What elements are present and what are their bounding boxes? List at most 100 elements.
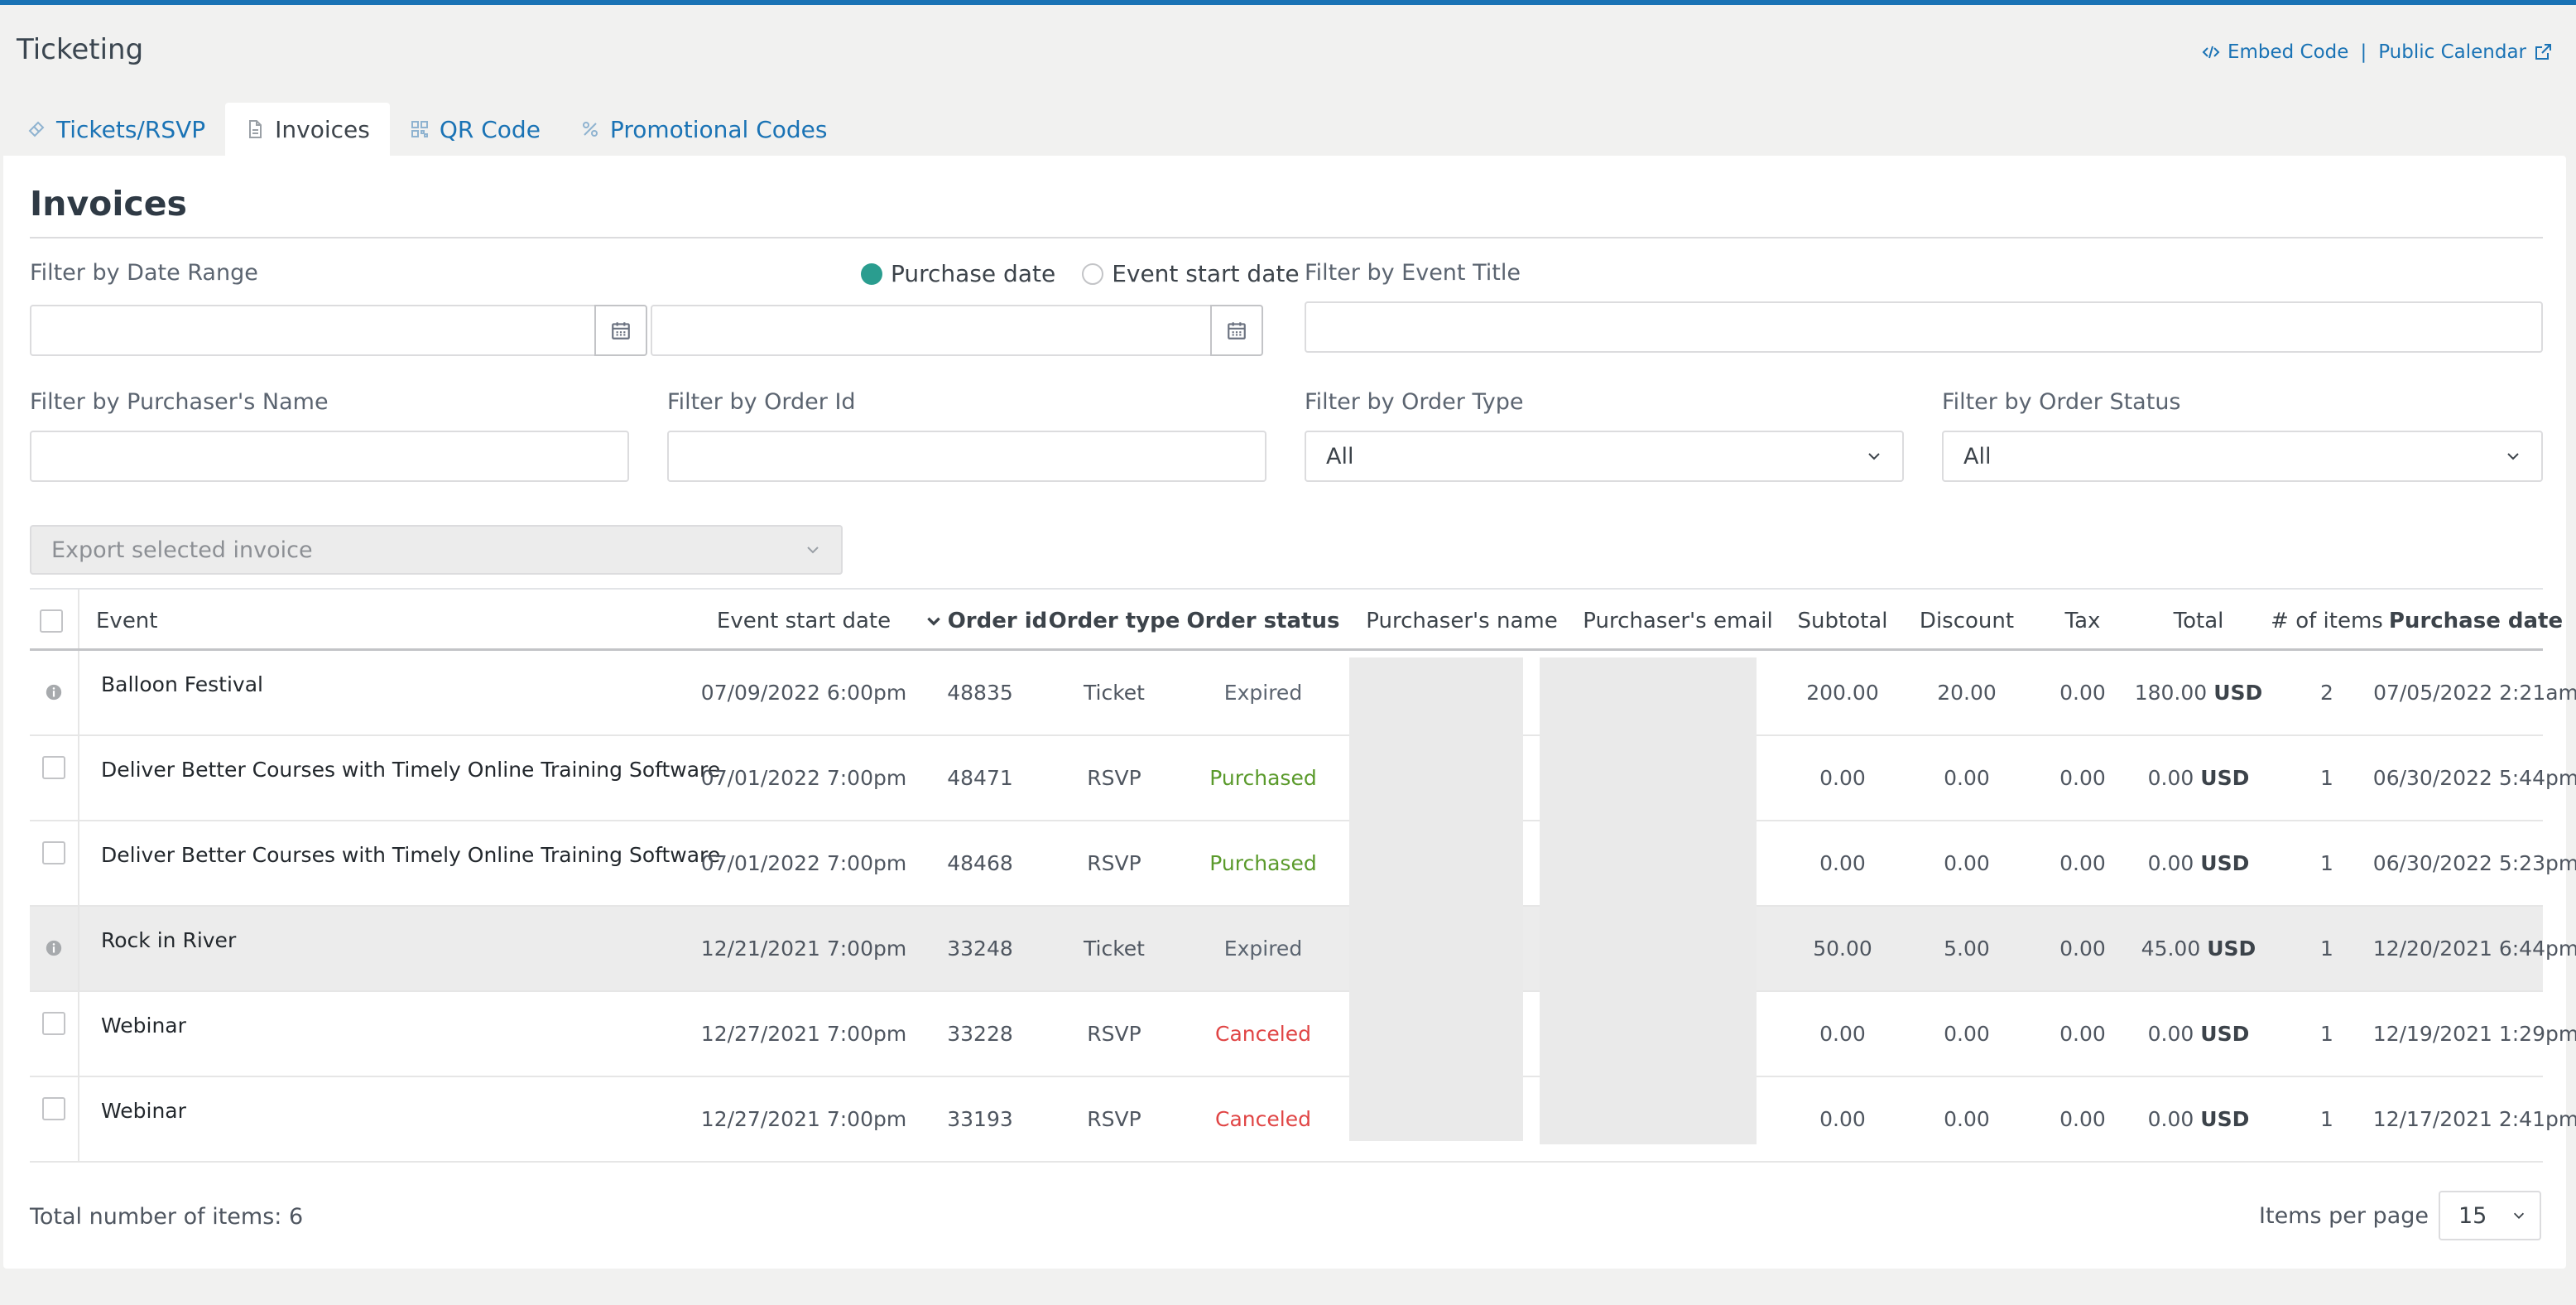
date-to-input[interactable]: [651, 305, 1217, 356]
col-event-start-date[interactable]: Event start date: [716, 609, 892, 633]
tax: 0.00: [2059, 765, 2106, 790]
date-from-input[interactable]: [30, 305, 596, 356]
tab-label: Tickets/RSVP: [56, 115, 206, 143]
link-separator: |: [2360, 41, 2367, 63]
export-label: Export selected invoice: [51, 537, 313, 563]
select-all-checkbox[interactable]: [40, 609, 63, 633]
redacted-purchaser-emails: [1540, 657, 1757, 1144]
row-checkbox[interactable]: [42, 756, 65, 779]
event-name[interactable]: Webinar: [101, 1098, 186, 1123]
chevron-down-icon: [2513, 1212, 2525, 1219]
tax: 0.00: [2059, 936, 2106, 961]
order-status: Canceled: [1215, 1106, 1311, 1131]
event-name[interactable]: Deliver Better Courses with Timely Onlin…: [101, 842, 721, 867]
table-row[interactable]: Rock in River 12/21/2021 7:00pm 33248 Ticke…: [30, 907, 2576, 992]
discount: 0.00: [1944, 765, 1990, 790]
table-row[interactable]: Webinar 12/27/2021 7:00pm 33193 RSVP Cancele…: [30, 1077, 2576, 1163]
event-name[interactable]: Deliver Better Courses with Timely Onlin…: [101, 757, 721, 782]
items-per-page-select[interactable]: 15: [2439, 1191, 2541, 1240]
order-id: 48835: [947, 680, 1013, 705]
info-icon: [46, 684, 62, 701]
percent-icon: [582, 122, 598, 137]
pagination-controls: Items per page 15: [2259, 1191, 2541, 1240]
col-event[interactable]: Event: [96, 609, 158, 633]
column-divider: [78, 1077, 79, 1161]
select-all-cell: [40, 590, 63, 652]
qr-icon: [411, 121, 428, 137]
table-row[interactable]: Deliver Better Courses with Timely Onlin…: [30, 821, 2576, 907]
row-checkbox[interactable]: [42, 1012, 65, 1035]
radio-unselected-icon: [1082, 262, 1104, 285]
col-purchaser-name[interactable]: Purchaser's name: [1366, 609, 1558, 633]
table-body: Balloon Festival 07/09/2022 6:00pm 48835 Ti…: [30, 651, 2576, 1163]
column-divider: [78, 736, 79, 820]
column-divider: [78, 907, 79, 990]
table-row[interactable]: Webinar 12/27/2021 7:00pm 33228 RSVP Cancele…: [30, 992, 2576, 1077]
table-row[interactable]: Balloon Festival 07/09/2022 6:00pm 48835 Ti…: [30, 651, 2576, 736]
info-icon: [46, 940, 62, 956]
embed-code-link[interactable]: Embed Code: [2201, 41, 2348, 63]
table-header: Event Event start date Order id Order ty…: [30, 588, 2563, 652]
col-subtotal[interactable]: Subtotal: [1797, 609, 1888, 633]
event-start-date: 07/01/2022 7:00pm: [700, 850, 907, 875]
order-status: Expired: [1223, 936, 1303, 961]
col-discount[interactable]: Discount: [1919, 609, 2015, 633]
col-purchase-date[interactable]: Purchase date: [2388, 609, 2564, 633]
subtotal: 0.00: [1819, 850, 1866, 875]
event-start-date-radio[interactable]: Event start date: [1082, 260, 1300, 287]
discount: 20.00: [1937, 680, 1997, 705]
event-start-date: 12/21/2021 7:00pm: [700, 936, 907, 961]
total-amount: 0.00: [2147, 1021, 2194, 1046]
col-total[interactable]: Total: [2173, 609, 2224, 633]
subtotal: 0.00: [1819, 765, 1866, 790]
order-id: 33193: [947, 1106, 1013, 1131]
date-to-calendar-button[interactable]: [1210, 305, 1263, 356]
order-id-input[interactable]: [667, 431, 1266, 482]
event-name[interactable]: Balloon Festival: [101, 672, 263, 696]
order-id: 33228: [947, 1021, 1013, 1046]
order-type: Ticket: [1084, 680, 1145, 705]
tab-tickets-rsvp[interactable]: Tickets/RSVP: [7, 103, 225, 156]
col-order-status[interactable]: Order status: [1186, 609, 1340, 633]
radio-label: Purchase date: [891, 260, 1056, 287]
tab-qr-code[interactable]: QR Code: [390, 103, 560, 156]
total-amount: 0.00: [2147, 850, 2194, 875]
item-count: 2: [2320, 680, 2333, 705]
row-checkbox[interactable]: [42, 1097, 65, 1120]
order-status: Expired: [1223, 680, 1303, 705]
purchaser-name-label: Filter by Purchaser's Name: [30, 389, 329, 415]
tab-label: QR Code: [439, 115, 541, 143]
order-type-select[interactable]: All: [1305, 431, 1904, 482]
date-from-calendar-button[interactable]: [594, 305, 647, 356]
currency: USD: [2200, 765, 2250, 790]
col-order-id[interactable]: Order id: [891, 590, 1081, 652]
col-purchaser-email[interactable]: Purchaser's email: [1583, 609, 1773, 633]
public-calendar-link[interactable]: Public Calendar: [2378, 41, 2553, 63]
top-links: Embed Code | Public Calendar: [2201, 41, 2553, 63]
export-invoice-select[interactable]: Export selected invoice: [30, 525, 843, 575]
row-checkbox[interactable]: [42, 841, 65, 864]
invoices-heading: Invoices: [30, 184, 187, 224]
tab-invoices[interactable]: Invoices: [225, 103, 390, 156]
purchase-date: 12/17/2021 2:41pm: [2372, 1106, 2576, 1131]
col-items[interactable]: # of items: [2271, 609, 2383, 633]
tab-bar: Tickets/RSVP Invoices QR Code Promotiona…: [7, 103, 848, 156]
order-type: RSVP: [1087, 1106, 1141, 1131]
order-status-select[interactable]: All: [1942, 431, 2543, 482]
item-count: 1: [2320, 850, 2333, 875]
event-name[interactable]: Rock in River: [101, 927, 237, 952]
event-name[interactable]: Webinar: [101, 1013, 186, 1038]
table-row[interactable]: Deliver Better Courses with Timely Onlin…: [30, 736, 2576, 821]
item-count: 1: [2320, 1021, 2333, 1046]
col-order-type[interactable]: Order type: [1048, 609, 1180, 633]
total-amount: 45.00: [2141, 936, 2201, 961]
discount: 5.00: [1944, 936, 1990, 961]
purchase-date-radio[interactable]: Purchase date: [861, 260, 1055, 287]
event-title-label: Filter by Event Title: [1305, 260, 1521, 286]
event-title-input[interactable]: [1305, 301, 2543, 353]
order-type: RSVP: [1087, 1021, 1141, 1046]
col-tax[interactable]: Tax: [2064, 609, 2101, 633]
purchaser-name-input[interactable]: [30, 431, 629, 482]
tab-promotional-codes[interactable]: Promotional Codes: [560, 103, 848, 156]
calendar-icon: [1228, 322, 1246, 339]
